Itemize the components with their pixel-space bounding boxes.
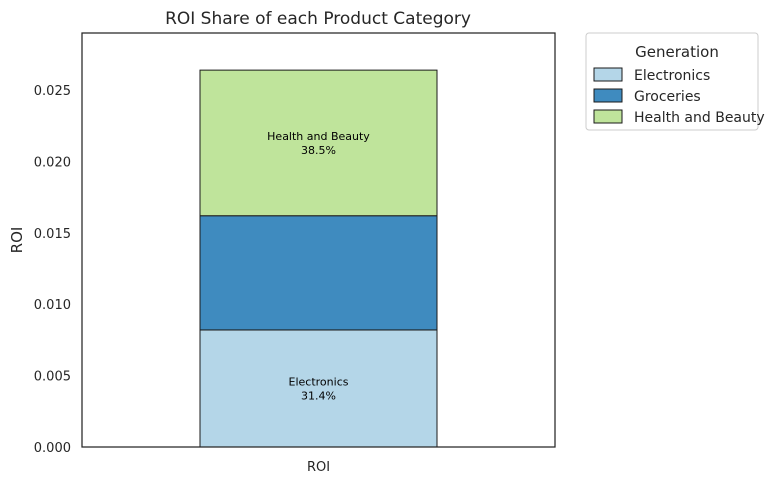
legend-frame bbox=[585, 32, 759, 131]
legend-swatch bbox=[593, 109, 623, 124]
stacked-bars bbox=[199, 69, 438, 448]
y-tick-label: 0.020 bbox=[34, 155, 71, 170]
bar-label-name: Electronics bbox=[289, 375, 349, 388]
x-tick-label: ROI bbox=[307, 460, 330, 475]
chart-title: ROI Share of each Product Category bbox=[165, 9, 471, 29]
x-axis-ticks: ROI bbox=[307, 460, 330, 475]
legend-entry-label: Health and Beauty bbox=[634, 110, 765, 126]
bar-label-share: 38.5% bbox=[301, 144, 336, 157]
legend-entry-label: Electronics bbox=[634, 68, 710, 84]
y-axis-label: ROI bbox=[8, 227, 26, 254]
bar-label-name: Health and Beauty bbox=[267, 130, 370, 143]
y-tick-label: 0.010 bbox=[34, 298, 71, 313]
y-axis-ticks: 0.000 0.005 0.010 0.015 0.020 0.025 bbox=[34, 84, 71, 456]
legend-swatch bbox=[593, 88, 623, 103]
legend-entry-label: Groceries bbox=[634, 89, 701, 105]
bar-label-share: 31.4% bbox=[301, 389, 336, 402]
legend-items: Electronics Groceries Health and Beauty bbox=[593, 67, 765, 126]
y-tick-label: 0.015 bbox=[34, 227, 71, 242]
legend: Generation Electronics Groceries Health an… bbox=[585, 32, 765, 131]
y-tick-label: 0.005 bbox=[34, 370, 71, 385]
legend-swatch bbox=[593, 67, 623, 82]
legend-title: Generation bbox=[635, 43, 719, 61]
bar-segment-groceries bbox=[199, 215, 438, 331]
y-tick-label: 0.000 bbox=[34, 441, 71, 456]
bar-segment-electronics bbox=[199, 329, 438, 448]
bar-segment-health-and-beauty bbox=[199, 69, 438, 217]
y-tick-label: 0.025 bbox=[34, 84, 71, 99]
plot-area-frame bbox=[81, 32, 556, 448]
